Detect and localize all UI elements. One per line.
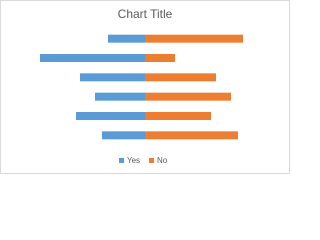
bar bbox=[108, 34, 145, 43]
legend-label: Yes bbox=[127, 156, 140, 165]
bar bbox=[145, 112, 211, 120]
legend-swatch bbox=[149, 158, 154, 163]
bar bbox=[145, 54, 175, 62]
bar bbox=[40, 54, 145, 62]
bar bbox=[102, 131, 145, 140]
legend-label: No bbox=[157, 156, 168, 165]
bar bbox=[80, 73, 145, 82]
chart: Chart Title Yes No bbox=[0, 0, 290, 174]
bar bbox=[145, 131, 238, 140]
bar bbox=[95, 92, 145, 101]
chart-border bbox=[0, 0, 290, 174]
bar bbox=[145, 92, 231, 101]
bar bbox=[145, 73, 216, 82]
legend-swatch bbox=[119, 158, 124, 163]
chart-title: Chart Title bbox=[118, 7, 173, 21]
bar bbox=[145, 34, 243, 43]
bar bbox=[76, 112, 145, 120]
